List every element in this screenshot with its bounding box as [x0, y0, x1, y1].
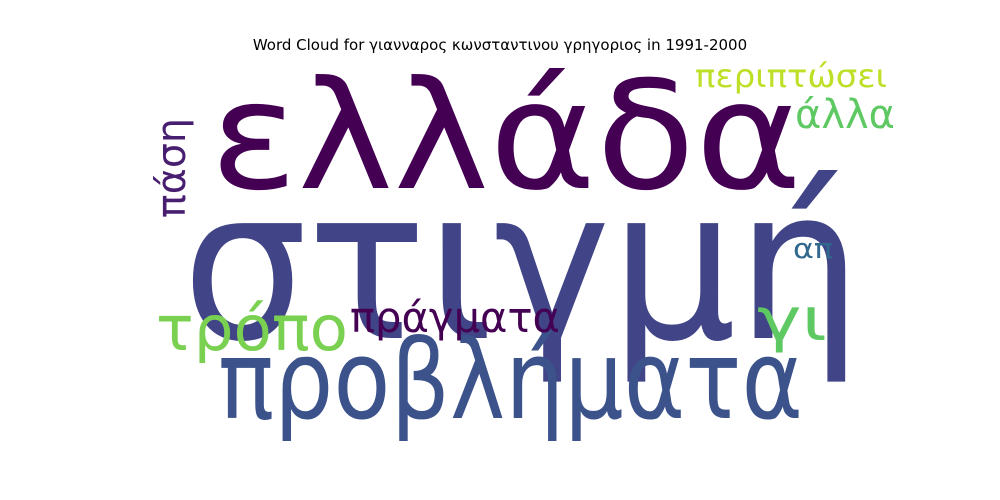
- chart-title: Word Cloud for γιανναρος κωνσταντινου γρ…: [252, 36, 748, 54]
- word-4: πράγματα: [350, 293, 560, 342]
- word-1: ελλάδα: [210, 50, 802, 224]
- word-0: στιγμή: [182, 143, 862, 388]
- word-5: γι: [757, 285, 827, 355]
- word-2: προβλήματα: [218, 316, 803, 444]
- word-9: απ: [793, 232, 833, 265]
- word-8: πάση: [149, 118, 195, 218]
- word-6: περιπτώσει: [695, 57, 887, 95]
- word-7: άλλα: [795, 92, 895, 138]
- word-3: τρόπο: [156, 292, 348, 365]
